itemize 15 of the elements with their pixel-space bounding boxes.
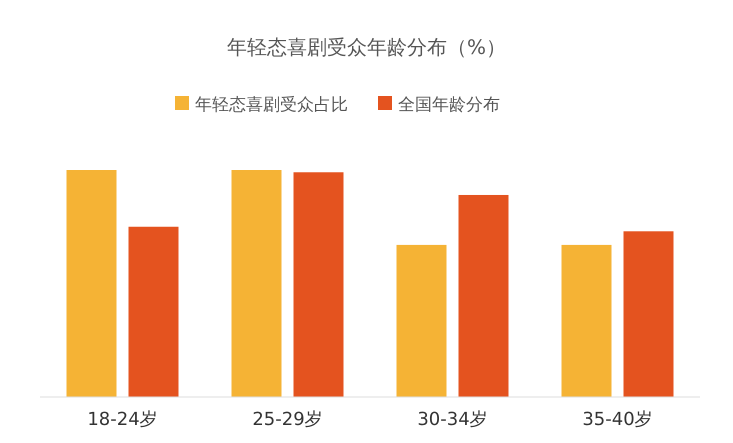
x-tick-label: 18-24岁 [87, 409, 158, 430]
bar [458, 194, 508, 397]
legend-label: 年轻态喜剧受众占比 [195, 95, 348, 115]
chart-title: 年轻态喜剧受众年龄分布（%） [226, 35, 506, 59]
x-tick-label: 25-29岁 [252, 409, 323, 430]
legend-label: 全国年龄分布 [398, 95, 500, 115]
bar [66, 170, 116, 397]
x-tick-label: 30-34岁 [417, 409, 488, 430]
bar [294, 172, 344, 397]
bar [562, 244, 612, 397]
x-tick-label: 35-40岁 [582, 409, 653, 430]
bar [624, 231, 674, 397]
bar [396, 244, 446, 397]
bar [128, 226, 178, 397]
bar [232, 170, 282, 397]
